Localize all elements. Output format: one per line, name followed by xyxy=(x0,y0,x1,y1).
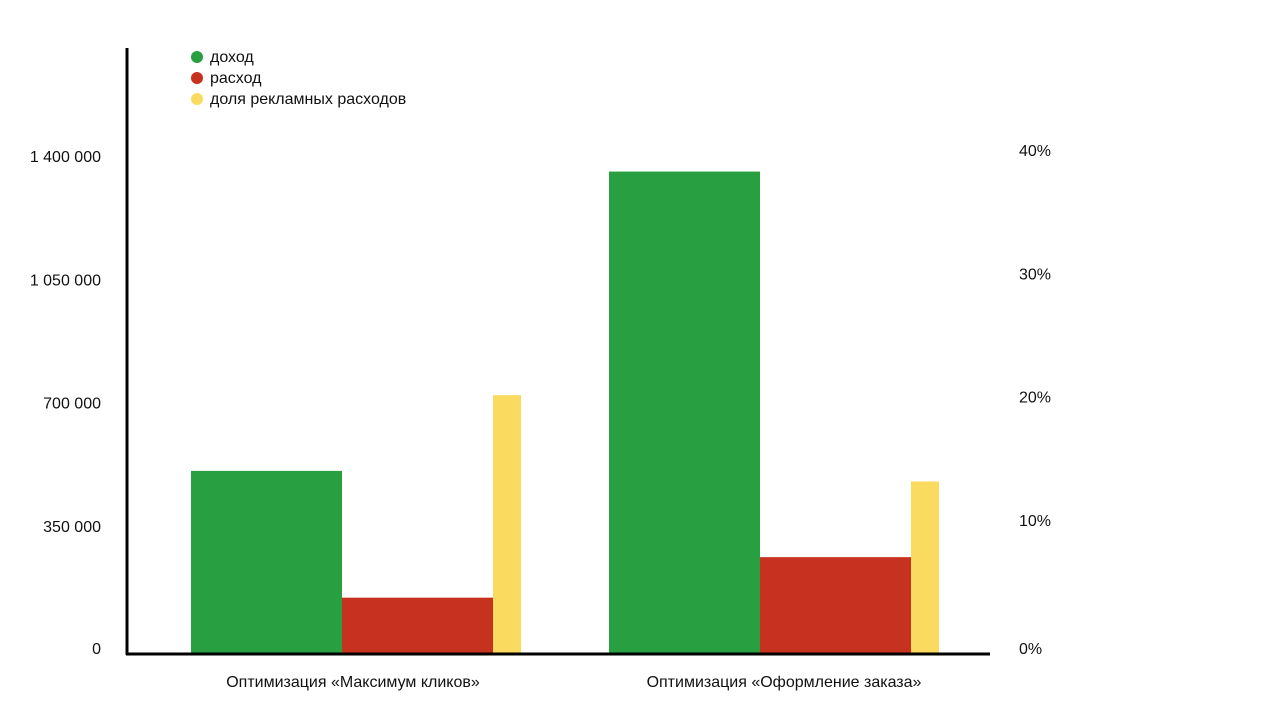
bar-ad-share-group-2 xyxy=(911,481,939,654)
bar-expense-group-2 xyxy=(760,557,911,654)
bar-income-group-2 xyxy=(609,171,760,655)
legend-label: доход xyxy=(210,49,254,66)
legend-label: расход xyxy=(210,70,262,87)
bar-ad-share-group-1 xyxy=(493,395,521,654)
bar-expense-group-1 xyxy=(342,597,493,654)
left-tick-label: 0 xyxy=(92,641,101,658)
legend-marker xyxy=(191,72,203,84)
right-tick-label: 20% xyxy=(1019,390,1051,407)
right-tick-label: 40% xyxy=(1019,143,1051,160)
left-tick-label: 1 050 000 xyxy=(30,272,101,289)
category-label: Оптимизация «Максимум кликов» xyxy=(226,674,480,691)
left-tick-label: 1 400 000 xyxy=(30,149,101,166)
category-label: Оптимизация «Оформление заказа» xyxy=(647,674,922,691)
axes-layer xyxy=(125,48,990,656)
legend-marker xyxy=(191,93,203,105)
right-axis-ticks: 0% 10% 20% 30% 40% xyxy=(1019,143,1051,658)
category-labels: Оптимизация «Максимум кликов» Оптимизация… xyxy=(226,674,921,691)
left-tick-label: 350 000 xyxy=(43,519,101,536)
legend: доход расход доля рекламных расходов xyxy=(191,49,406,108)
legend-label: доля рекламных расходов xyxy=(210,91,406,108)
bar-income-group-1 xyxy=(191,470,342,654)
legend-marker xyxy=(191,51,203,63)
right-tick-label: 0% xyxy=(1019,641,1042,658)
left-axis-ticks: 0 350 000 700 000 1 050 000 1 400 000 xyxy=(30,149,101,658)
bars-layer xyxy=(191,171,939,655)
left-tick-label: 700 000 xyxy=(43,396,101,413)
right-tick-label: 10% xyxy=(1019,513,1051,530)
right-tick-label: 30% xyxy=(1019,266,1051,283)
